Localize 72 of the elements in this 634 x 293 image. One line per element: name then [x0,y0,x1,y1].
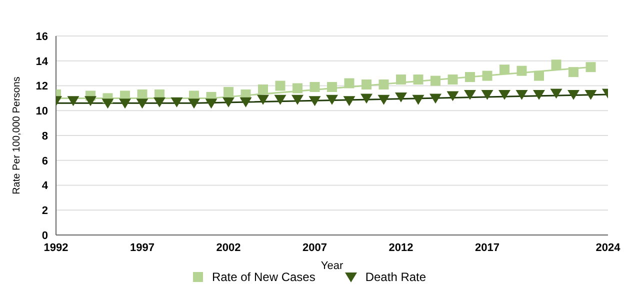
point [326,94,338,105]
point [534,70,544,81]
x-tick-label: 1997 [130,242,154,254]
point [550,88,562,99]
point [396,74,406,85]
point [154,97,166,108]
y-tick-label: 6 [42,155,48,168]
point [258,84,268,94]
point [378,80,389,90]
point [102,98,114,109]
point [482,70,492,81]
point [310,82,320,92]
point [257,94,269,105]
point [308,96,321,106]
point [275,80,286,91]
legend-label: Rate of New Cases [212,270,316,284]
point [343,96,356,106]
x-axis-title: Year [320,260,344,272]
x-tick-label: 2017 [475,242,500,254]
point [412,94,424,105]
y-tick-label: 16 [36,30,48,43]
point [395,92,407,102]
x-tick-label: 2007 [302,242,327,254]
point [205,98,218,109]
point [136,98,148,109]
point [446,91,459,102]
y-axis-title: Rate Per 100,000 Persons [12,76,23,194]
x-tick-label: 2024 [596,242,622,254]
point [84,96,96,106]
point [586,62,596,72]
point [292,94,304,105]
y-tick-label: 14 [36,56,49,68]
point [67,96,80,106]
point [344,78,354,88]
point [170,97,183,108]
x-tick-label: 1992 [44,242,68,254]
point [240,97,252,108]
point [500,64,510,75]
point [292,83,302,94]
point [188,98,200,109]
point [360,94,372,104]
point [568,90,580,100]
point [119,98,131,109]
point [516,66,527,76]
point [568,67,578,78]
point [448,74,458,85]
point [516,90,528,100]
point [378,94,390,105]
point [498,90,510,100]
point [222,97,234,108]
y-tick-label: 0 [42,230,48,242]
point [413,74,424,85]
point [274,94,286,105]
point [464,90,476,100]
x-tick-label: 2002 [216,242,241,254]
point [481,90,494,100]
y-tick-label: 4 [42,180,49,192]
point [224,86,234,97]
point [327,82,337,92]
y-tick-label: 10 [36,106,48,118]
y-tick-label: 2 [42,205,48,218]
point [430,94,442,104]
point [551,60,562,70]
y-tick-label: 8 [42,130,48,142]
y-tick-label: 12 [36,80,48,93]
x-tick-label: 2012 [388,242,414,254]
legend-label: Death Rate [365,270,426,284]
point [584,90,597,100]
point [362,80,372,90]
point [430,76,440,86]
point [533,90,545,100]
point [465,72,475,82]
